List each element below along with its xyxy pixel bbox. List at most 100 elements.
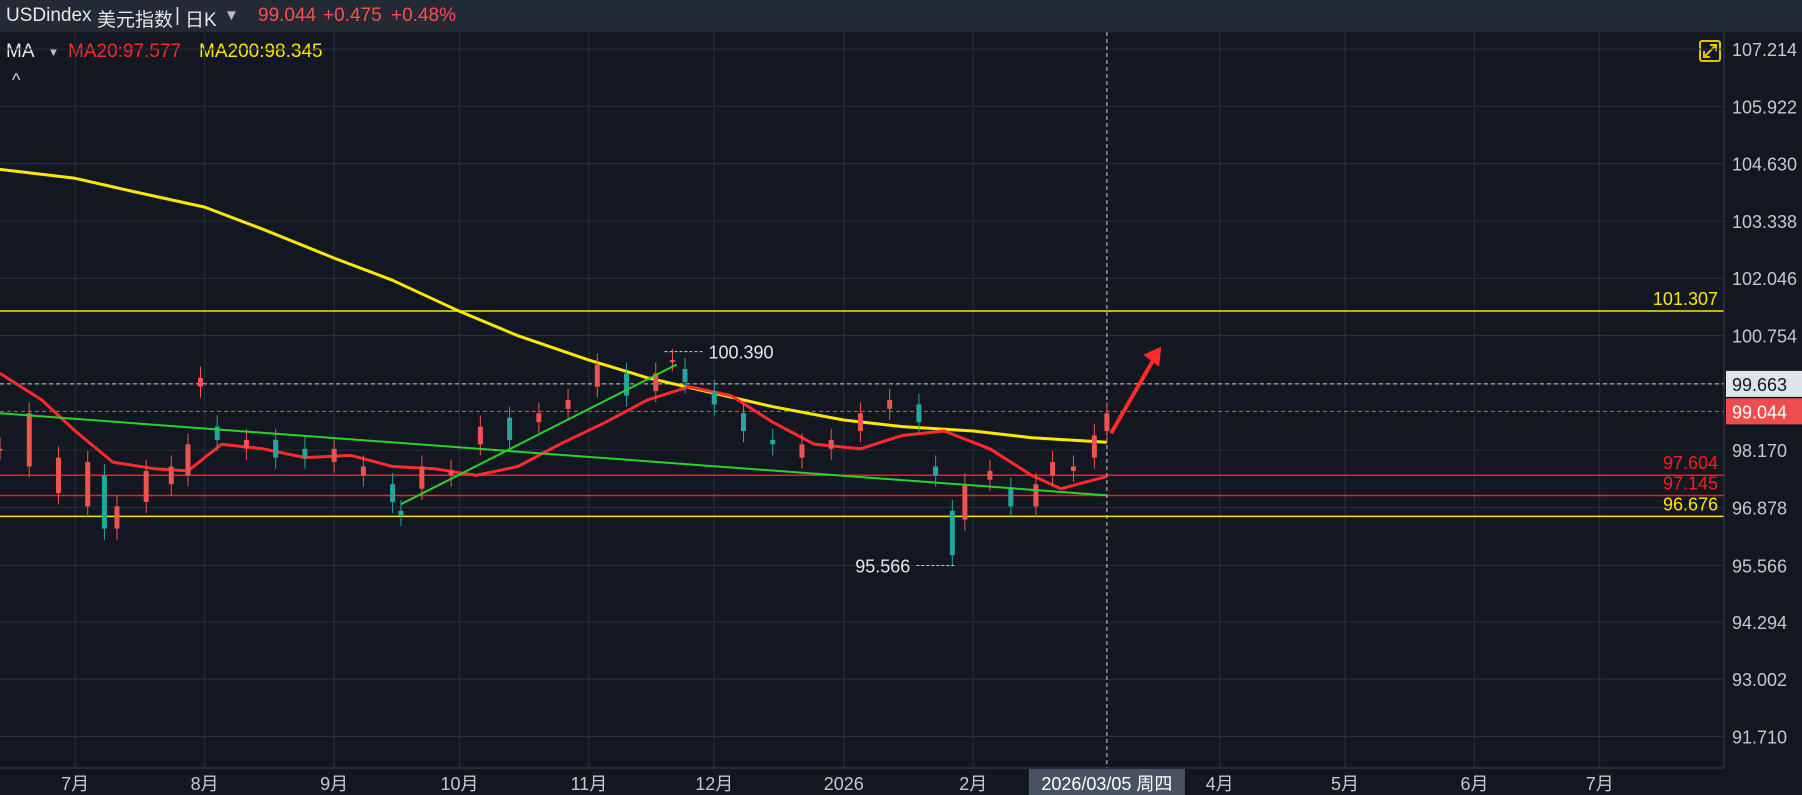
candle-body [101,475,107,529]
level-label: 97.604 [1663,453,1718,473]
y-tick-label: 103.338 [1732,212,1797,232]
annotation-label: 95.566 [855,557,910,577]
candle-body [0,448,3,451]
candle-body [624,373,630,396]
candle-body [857,413,863,432]
x-tick-label: 9月 [320,774,348,794]
trendline [400,363,678,506]
crosshair-date-label: 2026/03/05 周四 [1041,774,1172,794]
candle-body [916,404,922,423]
triangle-down-icon[interactable]: ▼ [47,44,60,59]
ma200-path [0,167,1107,444]
candle-body [419,466,425,489]
y-tick-label: 104.630 [1732,155,1797,175]
grid-lines [0,32,1724,768]
last-price-tag [1726,398,1802,425]
candle-body [114,506,120,529]
x-tick-label: 6月 [1460,774,1488,794]
candle-body [398,510,404,516]
price-change-pct: +0.48% [391,5,456,26]
symbol-label[interactable]: USDindex [6,5,92,26]
candle-body [1033,484,1039,507]
candle-body [1050,462,1056,476]
candle-body [390,484,396,502]
candle-body [799,444,805,458]
ma20-line [0,372,1108,491]
candle-body [185,444,191,476]
x-tick-label: 7月 [1586,774,1614,794]
indicator-name[interactable]: MA [6,41,35,62]
x-tick-label: 4月 [1206,774,1234,794]
candle-body [987,470,993,480]
candle-body [949,510,955,556]
level-label: 97.145 [1663,474,1718,494]
x-tick-label: 10月 [440,774,478,794]
trendlines [0,346,1162,506]
candle-body [26,413,32,467]
candle-body [565,400,571,409]
y-tick-label: 100.754 [1732,327,1797,347]
ma200-value: MA200:98.345 [199,41,323,62]
y-tick-label: 95.566 [1732,557,1787,577]
candle-body [962,484,968,520]
last-price-tag-label: 99.044 [1732,402,1787,422]
crosshair-price-label: 99.663 [1732,375,1787,395]
x-tick-label: 12月 [695,774,733,794]
last-price: 99.044 [258,5,317,26]
arrow-head [1143,346,1162,367]
candle-body [85,462,91,507]
candle-body [448,470,454,476]
candle-body [55,457,61,494]
y-tick-label: 102.046 [1732,269,1797,289]
candle-body [1008,488,1014,507]
candle-body [214,426,220,440]
candle-body [933,466,939,476]
candle-body [653,373,659,392]
candle-body [507,417,513,440]
candle-body [828,439,834,449]
annotation-label: 100.390 [708,343,773,363]
period-selector[interactable]: 日K [185,10,217,31]
ma20-path [0,372,1108,491]
y-tick-label: 107.214 [1732,40,1797,60]
axes: 107.214 105.922 104.630 103.338 102.046 100.7… [0,32,1802,795]
candle-body [331,448,337,463]
candle-body [143,470,149,502]
candle-body [682,368,688,383]
level-label: 96.676 [1663,494,1718,514]
y-tick-label: 94.294 [1732,613,1787,633]
header-bar: USDindex 美元指数 | 日K ▼ 99.044 +0.475 +0.48… [0,0,1802,32]
candle-body [669,360,675,363]
ma20-value: MA20:97.577 [68,41,182,62]
candle-body [536,413,542,423]
candle-body [197,377,203,387]
y-tick-label: 91.710 [1732,728,1787,748]
y-tick-label: 105.922 [1732,97,1797,117]
ma200-line [0,167,1107,444]
candle-body [168,466,174,485]
candle-body [477,426,483,445]
candle-body [711,391,717,405]
x-tick-label: 5月 [1331,774,1359,794]
x-tick-label: 11月 [571,774,608,794]
chevron-up-icon[interactable]: ^ [12,70,21,90]
candle-body [273,439,279,458]
triangle-down-icon[interactable]: ▼ [224,7,239,24]
candle-body [302,448,308,458]
instrument-name: 美元指数 [97,10,174,31]
arrow-shaft [1109,355,1157,435]
candle-body [887,400,893,409]
price-change: +0.475 [323,5,382,26]
candle-body [740,413,746,432]
trendline [0,412,1107,497]
x-tick-label: 2026 [824,774,864,794]
candle-body [770,439,776,445]
level-label: 101.307 [1653,289,1718,309]
candle-body [1104,413,1110,432]
candlesticks [0,349,1110,567]
x-tick-label: 2月 [959,774,987,794]
y-tick-label: 98.170 [1732,441,1787,461]
candle-body [1070,466,1076,471]
